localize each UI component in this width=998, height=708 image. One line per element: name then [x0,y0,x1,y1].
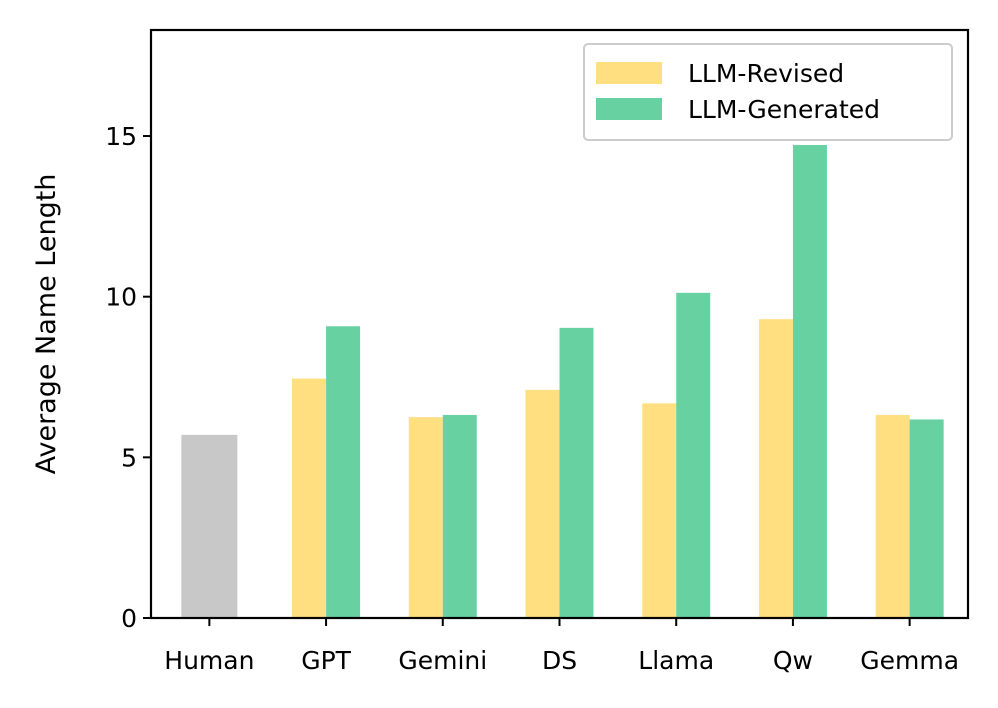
bar-llm-generated-llama [676,292,711,618]
legend: LLM-Revised LLM-Generated [583,43,953,141]
x-tick-label-gemini: Gemini [398,646,487,675]
x-tick-label-qw: Qw [773,646,813,675]
bar-llm-generated-gemma [909,419,944,618]
legend-label-llm-revised: LLM-Revised [688,59,844,88]
plot-frame [149,28,970,620]
bar-llm-generated-gemini [442,414,477,618]
bar-llm-generated-qw [792,145,827,618]
legend-swatch-llm-revised [596,62,662,84]
legend-swatch-llm-generated [596,98,662,120]
bar-llm-generated-gpt [326,326,361,618]
y-tick-label-5: 5 [121,443,137,472]
legend-box [583,43,953,141]
y-tick-label-10: 10 [105,283,137,312]
bar-llm-revised-ds [525,389,560,618]
bar-human [181,434,238,618]
bar-llm-generated-ds [559,327,594,618]
x-tick-label-human: Human [164,646,254,675]
bar-llm-revised-gemma [875,414,910,618]
bar-llm-revised-gemini [408,417,443,618]
bar-llm-revised-gpt [292,378,327,618]
x-tick-label-llama: Llama [638,646,714,675]
x-tick-label-ds: DS [542,646,577,675]
y-tick-label-0: 0 [121,604,137,633]
x-tick-label-gemma: Gemma [860,646,959,675]
bars-layer [181,145,944,618]
x-tick-label-gpt: GPT [301,646,351,675]
ticks-layer: 0 5 10 15 Human GPT Gemini DS Llama Qw Gemma [105,122,959,675]
y-tick-label-15: 15 [105,122,137,151]
bar-llm-revised-llama [642,403,677,618]
bar-llm-revised-qw [758,319,793,618]
legend-label-llm-generated: LLM-Generated [688,95,880,124]
y-axis-title: Average Name Length [31,174,62,475]
